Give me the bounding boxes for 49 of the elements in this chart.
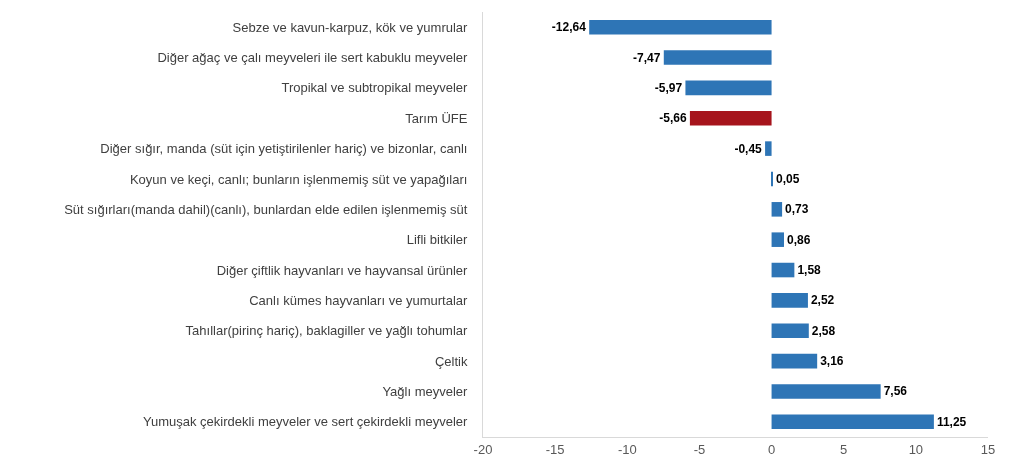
y-tick-label: Diğer sığır, manda (süt için yetiştirilenler hariç) ve bizonlar, canlı	[100, 141, 468, 157]
data-label: 3,16	[820, 354, 844, 369]
y-tick-label: Lifli bitkiler	[406, 232, 469, 248]
y-tick-label: Tahıllar(pirinç hariç), baklagiller ve yağlı tohumlar	[185, 323, 469, 339]
y-tick-label: Tarım ÜFE	[405, 110, 468, 126]
bar	[689, 110, 772, 126]
y-tick-label: Diğer çiftlik hayvanları ve hayvansal ürünler	[216, 262, 469, 278]
data-label: 2,58	[811, 323, 836, 338]
bar	[771, 384, 881, 399]
data-label: 0,05	[776, 171, 800, 186]
bar	[771, 293, 808, 308]
data-label: -0,45	[734, 141, 763, 156]
x-tick-label: 5	[840, 441, 848, 457]
y-tick-label: Canlı kümes hayvanları ve yumurtalar	[249, 292, 469, 308]
y-tick-label: Koyun ve keçi, canlı; bunların işlenmemiş süt ve yapağıları	[129, 171, 468, 187]
data-label: 11,25	[936, 414, 967, 429]
x-tick-label: -20	[473, 441, 493, 457]
x-tick-label: -10	[617, 441, 637, 457]
x-tick-label: 0	[767, 441, 776, 457]
bar	[771, 202, 783, 217]
data-label: 7,56	[883, 384, 908, 399]
data-label: 0,73	[785, 202, 809, 217]
y-tick-label: Tropikal ve subtropikal meyveler	[281, 80, 469, 96]
data-label: -7,47	[633, 50, 661, 65]
bar	[589, 19, 772, 35]
y-tick-label: Diğer ağaç ve çalı meyveleri ile sert kabuklu meyveler	[157, 50, 469, 66]
data-label: 2,52	[810, 293, 835, 308]
y-tick-label: Yumuşak çekirdekli meyveler ve sert çekirdekli meyveler	[143, 414, 469, 430]
bar	[685, 80, 772, 96]
data-label: 1,58	[797, 263, 822, 278]
y-tick-label: Çeltik	[434, 353, 468, 369]
data-label: -5,66	[659, 111, 687, 126]
bar	[771, 323, 809, 339]
bar	[771, 353, 818, 369]
data-label: -5,97	[654, 80, 683, 95]
x-tick-label: -5	[693, 441, 706, 457]
y-tick-label: Yağlı meyveler	[382, 384, 469, 400]
y-tick-label: Süt sığırları(manda dahil)(canlı), bunlardan elde edilen işlenmemiş süt	[64, 201, 468, 217]
data-label: 0,86	[786, 232, 811, 247]
x-tick-label: 10	[908, 441, 924, 457]
bar	[771, 414, 934, 430]
bar	[663, 50, 772, 65]
bar	[765, 141, 772, 156]
x-tick-label: 15	[980, 441, 996, 457]
bar	[771, 232, 784, 247]
x-tick-label: -15	[545, 441, 565, 457]
y-tick-label: Sebze ve kavun-karpuz, kök ve yumrular	[232, 19, 469, 35]
bar	[771, 262, 795, 278]
data-label: -12,64	[551, 20, 587, 35]
